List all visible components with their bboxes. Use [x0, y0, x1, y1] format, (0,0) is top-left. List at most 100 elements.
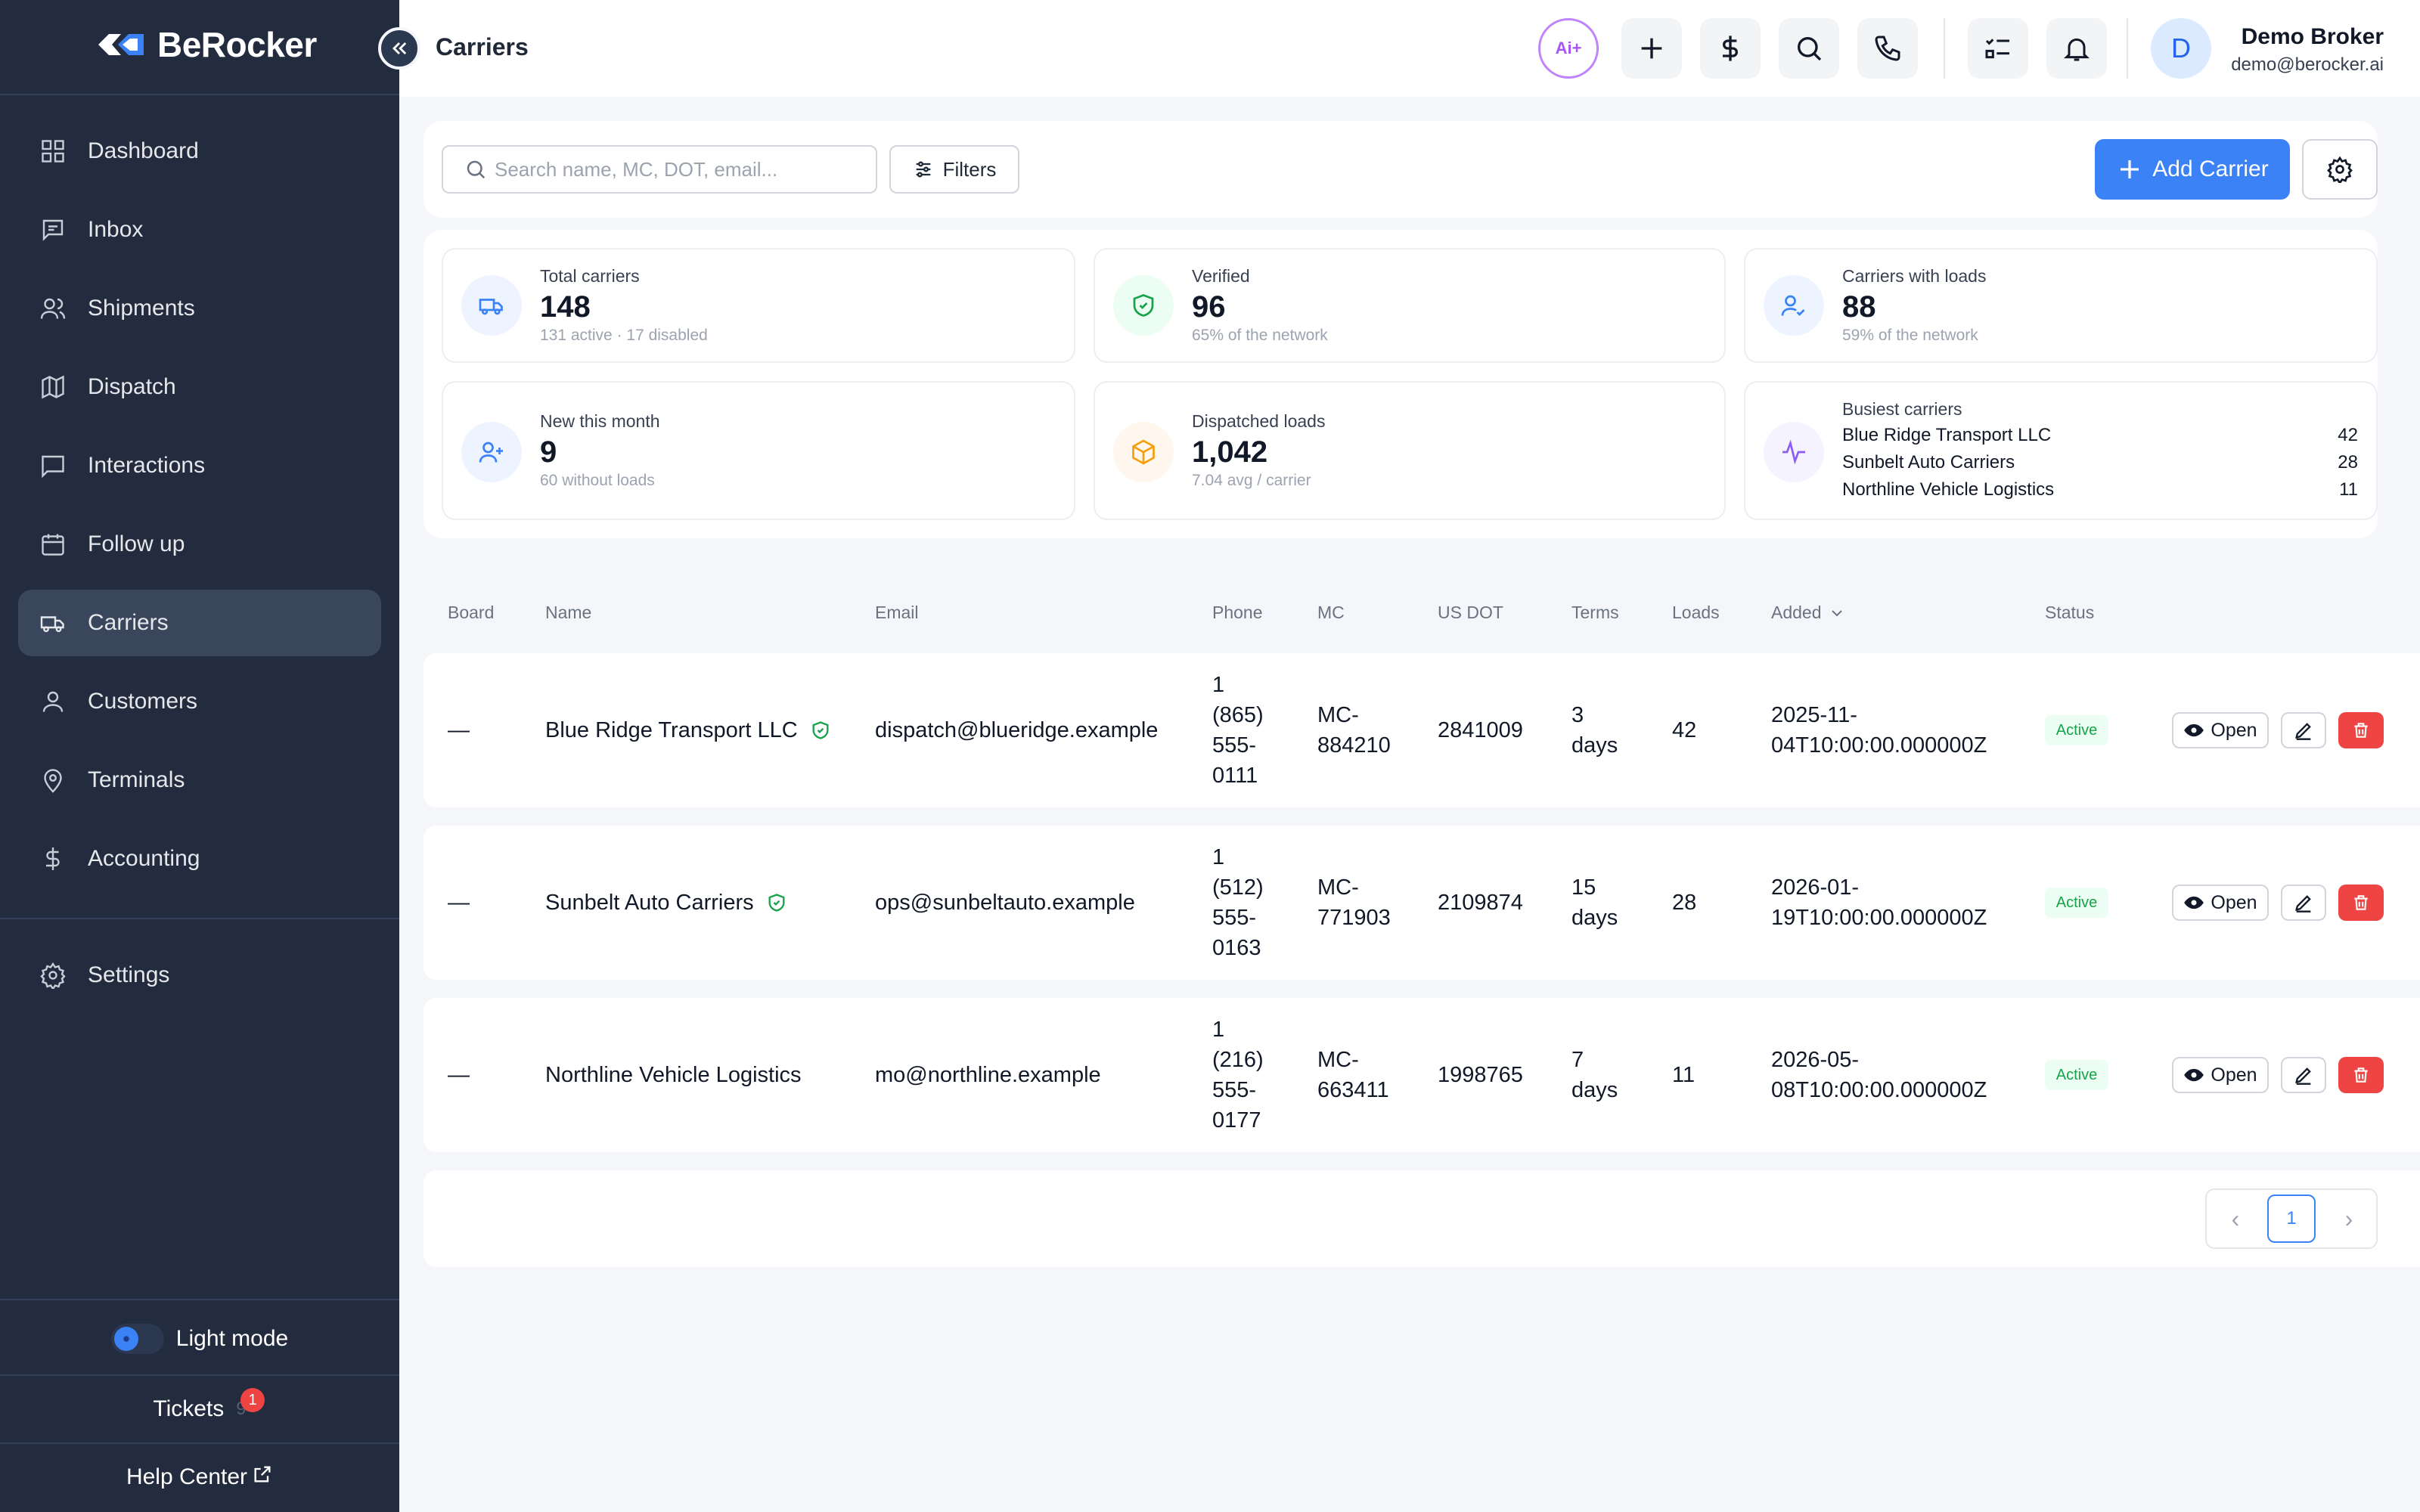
table-row[interactable]: — Sunbelt Auto Carriers ops@sunbeltauto.… [424, 826, 2420, 980]
plus-icon [1641, 38, 1662, 59]
dollar-icon [38, 844, 68, 874]
stat-value: 1,042 [1192, 435, 1268, 469]
column-header-mc[interactable]: MC [1317, 603, 1345, 622]
collapse-sidebar-button[interactable] [378, 27, 420, 70]
tasks-button[interactable] [1968, 18, 2028, 79]
carrier-name: Blue Ridge Transport LLC [545, 718, 798, 742]
sidebar-item-accounting[interactable]: Accounting [18, 826, 381, 892]
phone-icon [1875, 36, 1900, 61]
sidebar-item-customers[interactable]: Customers [18, 668, 381, 735]
stat-card-busiest-carriers: Busiest carriers Blue Ridge Transport LL… [1744, 381, 2378, 520]
tickets-label: Tickets [153, 1396, 225, 1421]
busiest-row: Sunbelt Auto Carriers 28 [1842, 452, 2358, 473]
carrier-name-cell[interactable]: Northline Vehicle Logistics [545, 1060, 802, 1090]
search-input[interactable]: Search name, MC, DOT, email... [442, 145, 877, 194]
phone-part: (512) [1212, 875, 1264, 900]
pencil-icon [2295, 723, 2311, 740]
delete-button[interactable] [2338, 712, 2384, 748]
mc-cell: MC- 663411 [1317, 1045, 1389, 1105]
sidebar-item-label: Inbox [88, 217, 144, 242]
column-header-loads[interactable]: Loads [1672, 603, 1720, 622]
eye-icon [2184, 723, 2204, 737]
sidebar-item-shipments[interactable]: Shipments [18, 275, 381, 342]
delete-button[interactable] [2338, 885, 2384, 921]
user-email: demo@berocker.ai [2231, 54, 2384, 75]
sidebar-item-label: Terminals [88, 767, 185, 792]
phone-cell: 1 (512) 555- 0163 [1212, 842, 1264, 963]
add-carrier-button[interactable]: Add Carrier [2095, 139, 2290, 200]
carrier-name-cell[interactable]: Blue Ridge Transport LLC [545, 715, 831, 745]
stat-sub: 59% of the network [1842, 327, 1978, 344]
divider [1944, 18, 1945, 79]
truck-icon [38, 608, 68, 638]
sidebar-item-interactions[interactable]: Interactions [18, 432, 381, 499]
column-header-us-dot[interactable]: US DOT [1438, 603, 1503, 622]
column-header-added[interactable]: Added [1771, 603, 1846, 623]
sidebar-item-label: Follow up [88, 531, 185, 556]
column-header-phone[interactable]: Phone [1212, 603, 1263, 622]
board-cell: — [448, 1063, 470, 1087]
app-logo[interactable]: BeRocker [95, 24, 317, 65]
busiest-count: 28 [2338, 452, 2358, 472]
open-button[interactable]: Open [2172, 712, 2269, 748]
table-settings-button[interactable] [2302, 139, 2378, 200]
sidebar-item-follow-up[interactable]: Follow up [18, 511, 381, 578]
column-header-board[interactable]: Board [448, 603, 495, 622]
filters-button[interactable]: Filters [889, 145, 1019, 194]
page-number-button[interactable]: 1 [2267, 1194, 2316, 1243]
sun-icon [113, 1327, 138, 1351]
divider [0, 918, 399, 919]
pagination-panel [424, 1170, 2420, 1267]
table-row[interactable]: — Blue Ridge Transport LLC dispatch@blue… [424, 653, 2420, 807]
stat-card-total-carriers: Total carriers 148 131 active · 17 disab… [442, 248, 1075, 363]
stat-sub: 131 active · 17 disabled [540, 327, 708, 344]
column-header-terms[interactable]: Terms [1571, 603, 1619, 622]
open-button[interactable]: Open [2172, 885, 2269, 921]
logo-icon [98, 34, 144, 55]
light-mode-row: Light mode [0, 1315, 399, 1362]
sidebar-item-terminals[interactable]: Terminals [18, 747, 381, 813]
quick-add-button[interactable] [1621, 18, 1682, 79]
sidebar-item-dispatch[interactable]: Dispatch [18, 354, 381, 420]
gear-icon [38, 960, 68, 990]
mc-cell: MC- 771903 [1317, 872, 1391, 933]
terms-part: 7 [1571, 1048, 1584, 1072]
search-icon [1798, 37, 1822, 61]
edit-button[interactable] [2281, 885, 2326, 921]
open-button[interactable]: Open [2172, 1057, 2269, 1093]
light-mode-toggle[interactable] [110, 1324, 164, 1354]
delete-button[interactable] [2338, 1057, 2384, 1093]
stat-label: Busiest carriers [1842, 399, 1962, 419]
external-link-icon [252, 1464, 273, 1491]
table-row[interactable]: — Northline Vehicle Logistics mo@northli… [424, 998, 2420, 1152]
edit-button[interactable] [2281, 1057, 2326, 1093]
trash-icon [2354, 895, 2368, 910]
edit-button[interactable] [2281, 712, 2326, 748]
column-header-name[interactable]: Name [545, 603, 592, 622]
phone-part: (865) [1212, 703, 1264, 727]
sidebar-item-dashboard[interactable]: Dashboard [18, 118, 381, 184]
prev-page-button[interactable]: ‹ [2231, 1204, 2240, 1232]
billing-button[interactable] [1700, 18, 1761, 79]
tickets-link[interactable]: Tickets 9 1 [0, 1388, 399, 1430]
help-center-link[interactable]: Help Center [0, 1456, 399, 1498]
phone-part: 1 [1212, 1018, 1225, 1042]
terms-cell: 7 days [1571, 1045, 1618, 1105]
avatar[interactable]: D [2151, 18, 2211, 79]
verified-shield-icon [812, 721, 829, 739]
sliders-icon [916, 161, 930, 178]
sidebar-item-carriers[interactable]: Carriers [18, 590, 381, 656]
sidebar-item-inbox[interactable]: Inbox [18, 197, 381, 263]
sidebar-item-settings[interactable]: Settings [18, 942, 381, 1009]
column-header-email[interactable]: Email [875, 603, 919, 622]
carrier-name-cell[interactable]: Sunbelt Auto Carriers [545, 888, 787, 918]
phone-part: 0163 [1212, 936, 1261, 960]
phone-part: 1 [1212, 673, 1225, 697]
column-header-status[interactable]: Status [2045, 603, 2095, 622]
search-button[interactable] [1779, 18, 1839, 79]
mc-part: 884210 [1317, 733, 1391, 758]
phone-button[interactable] [1857, 18, 1918, 79]
next-page-button[interactable]: › [2344, 1204, 2353, 1232]
notifications-button[interactable] [2046, 18, 2107, 79]
ai-assistant-button[interactable]: Ai+ [1538, 18, 1599, 79]
